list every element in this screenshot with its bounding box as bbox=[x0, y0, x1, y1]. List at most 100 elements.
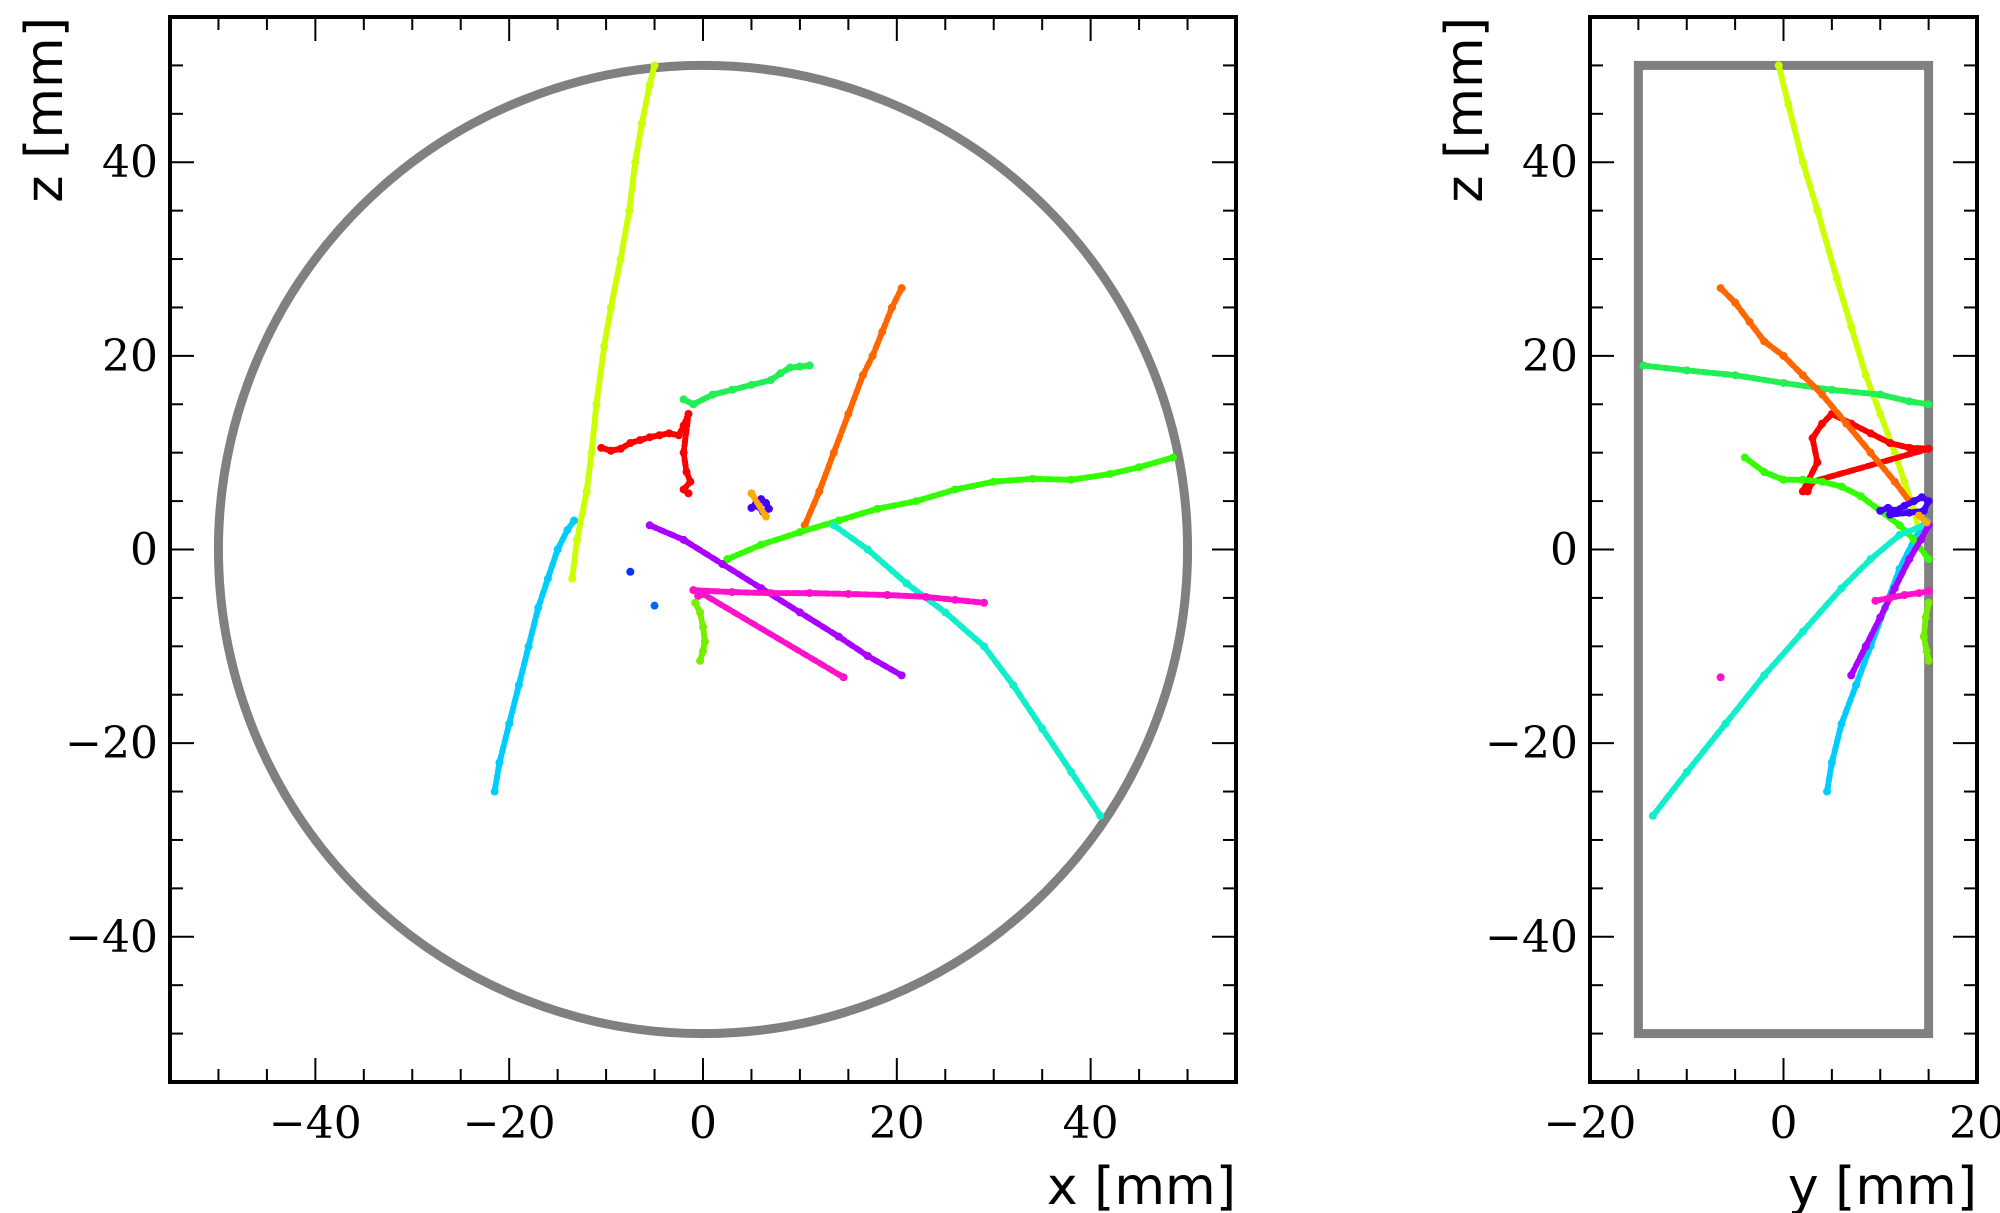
y-tick-label: −20 bbox=[65, 718, 158, 769]
track-point bbox=[980, 642, 989, 651]
track-line bbox=[646, 522, 905, 679]
track-point bbox=[637, 119, 646, 128]
track-series-14 bbox=[650, 601, 659, 610]
track-point bbox=[689, 586, 698, 595]
track-point bbox=[839, 673, 848, 682]
track-point bbox=[626, 567, 635, 576]
track-point bbox=[1905, 508, 1914, 517]
track-point bbox=[655, 431, 664, 440]
track-point bbox=[1774, 61, 1783, 70]
track-point bbox=[679, 395, 688, 404]
track-series-6 bbox=[1648, 521, 1928, 820]
track-line bbox=[569, 62, 658, 582]
track-point bbox=[878, 327, 887, 336]
x-tick-label: 0 bbox=[1770, 1098, 1798, 1149]
track-point bbox=[1883, 503, 1892, 512]
track-point bbox=[1866, 429, 1875, 438]
track-point bbox=[1866, 555, 1875, 564]
track-point bbox=[718, 560, 727, 569]
track-point bbox=[543, 574, 552, 583]
track-point bbox=[1745, 317, 1754, 326]
track-point bbox=[708, 390, 717, 399]
track-point bbox=[1924, 400, 1933, 409]
track-point bbox=[897, 671, 906, 680]
track-point bbox=[766, 589, 775, 598]
track-point bbox=[761, 512, 770, 521]
track-point bbox=[1837, 719, 1846, 728]
track-point bbox=[665, 429, 674, 438]
track-point bbox=[1784, 100, 1793, 109]
track-point bbox=[1922, 647, 1931, 656]
track-point bbox=[757, 540, 766, 549]
track-point bbox=[1852, 681, 1861, 690]
track-point bbox=[1900, 477, 1909, 486]
track-point bbox=[1798, 371, 1807, 380]
track-point bbox=[1885, 510, 1894, 519]
track-point bbox=[1837, 584, 1846, 593]
track-point bbox=[1682, 768, 1691, 777]
track-point bbox=[1760, 337, 1769, 346]
track-point bbox=[1922, 518, 1931, 527]
track-point bbox=[1760, 671, 1769, 680]
track-point bbox=[1885, 593, 1894, 602]
track-point bbox=[699, 590, 707, 599]
track-point bbox=[636, 436, 645, 445]
x-tick-label: 20 bbox=[1949, 1098, 2000, 1149]
track-point bbox=[1779, 351, 1788, 360]
track-point bbox=[625, 206, 634, 215]
y-tick-label: 40 bbox=[102, 137, 158, 188]
track-point bbox=[950, 485, 959, 494]
track-series-12 bbox=[1914, 511, 1931, 527]
x-tick-label: 40 bbox=[1063, 1098, 1119, 1149]
y-tick-label: 20 bbox=[1522, 331, 1578, 382]
track-point bbox=[616, 255, 625, 264]
track-point bbox=[1827, 758, 1836, 767]
track-line bbox=[1649, 522, 1927, 819]
track-point bbox=[1067, 768, 1076, 777]
track-point bbox=[534, 603, 543, 612]
track-point bbox=[834, 632, 843, 641]
y-axis-label: z [mm] bbox=[15, 17, 75, 203]
track-point bbox=[844, 409, 853, 418]
track-point bbox=[1682, 366, 1691, 375]
x-tick-label: −20 bbox=[463, 1098, 556, 1149]
track-series-0 bbox=[568, 61, 659, 583]
track-point bbox=[728, 588, 737, 597]
track-point bbox=[682, 468, 691, 477]
track-line bbox=[680, 362, 813, 408]
y-tick-label: 0 bbox=[130, 525, 158, 576]
track-point bbox=[505, 719, 514, 728]
track-point bbox=[699, 647, 707, 656]
track-line bbox=[690, 587, 987, 606]
track-point bbox=[829, 521, 838, 530]
track-point bbox=[1648, 811, 1657, 820]
track-point bbox=[1135, 463, 1144, 472]
track-point bbox=[689, 400, 698, 409]
track-point bbox=[587, 448, 596, 457]
track-point bbox=[1096, 811, 1105, 820]
track-point bbox=[600, 342, 609, 351]
y-tick-label: 20 bbox=[102, 331, 158, 382]
track-point bbox=[795, 608, 804, 617]
track-series-12 bbox=[747, 489, 770, 521]
track-point bbox=[645, 433, 654, 442]
y-tick-label: −40 bbox=[1485, 912, 1578, 963]
track-point bbox=[514, 681, 523, 690]
track-point bbox=[1885, 439, 1894, 447]
y-axis-label: z [mm] bbox=[1435, 17, 1495, 203]
track-series-5 bbox=[723, 453, 1178, 564]
track-point bbox=[568, 574, 577, 583]
track-point bbox=[883, 591, 892, 600]
track-point bbox=[1067, 475, 1076, 484]
track-series-3 bbox=[679, 361, 814, 409]
track-point bbox=[684, 489, 693, 498]
track-point bbox=[1917, 493, 1926, 502]
track-point bbox=[606, 446, 615, 455]
track-point bbox=[1924, 497, 1933, 506]
track-point bbox=[1876, 409, 1885, 418]
track-point bbox=[912, 497, 921, 506]
x-tick-label: 20 bbox=[869, 1098, 925, 1149]
track-point bbox=[1924, 656, 1933, 665]
track-point bbox=[1760, 468, 1769, 477]
track-point bbox=[582, 487, 591, 496]
